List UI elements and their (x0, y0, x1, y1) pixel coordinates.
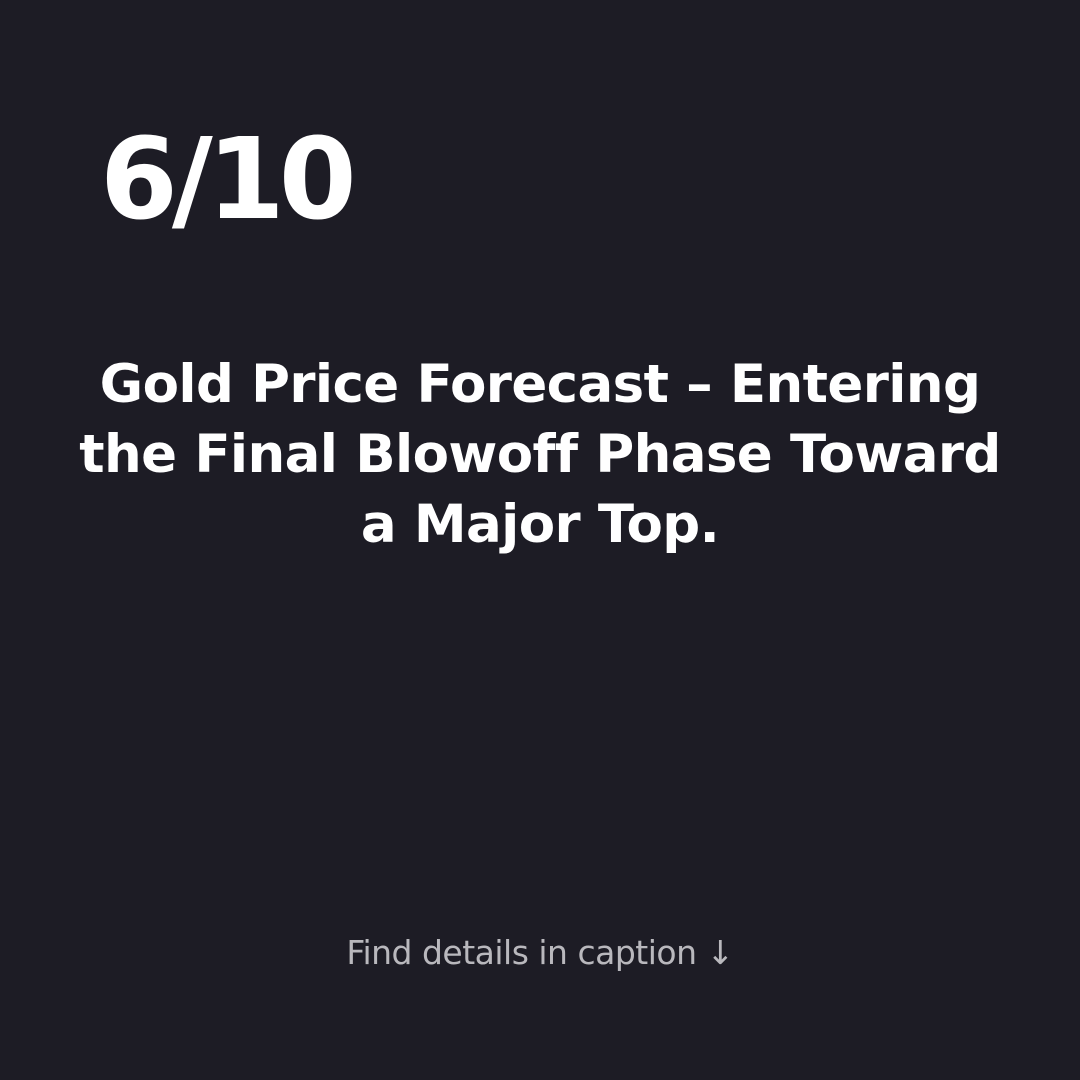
headline: Gold Price Forecast – Entering the Final… (60, 350, 1020, 560)
slide-counter: 6/10 (100, 124, 351, 236)
caption-hint: Find details in caption ↓ (0, 933, 1080, 973)
